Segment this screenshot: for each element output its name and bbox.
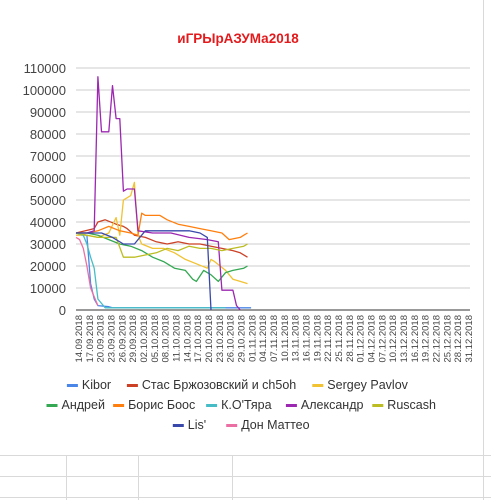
x-tick-label: 25.11.2018 <box>334 315 345 362</box>
y-tick-label: 0 <box>59 303 66 318</box>
y-tick-label: 100000 <box>23 83 66 98</box>
legend-label: К.О'Тяра <box>221 398 272 412</box>
x-tick-label: 17.10.2018 <box>193 315 204 363</box>
y-axis-tick-labels: 0 10000 20000 30000 40000 50000 60000 70000 8000… <box>23 61 66 318</box>
x-tick-label: 22.12.2018 <box>432 315 443 363</box>
x-tick-label: 07.11.2018 <box>269 315 280 362</box>
y-tick-label: 70000 <box>30 149 66 164</box>
x-tick-label: 14.09.2018 <box>74 315 85 363</box>
x-tick-label: 05.10.2018 <box>150 315 161 363</box>
x-tick-label: 04.11.2018 <box>258 315 269 362</box>
x-tick-label: 11.10.2018 <box>172 315 183 362</box>
legend-label: Дон Маттео <box>241 418 309 432</box>
x-tick-label: 22.11.2018 <box>323 315 334 362</box>
legend-label: Борис Боос <box>128 398 195 412</box>
legend-swatch <box>312 384 324 387</box>
series-line <box>76 181 248 285</box>
y-tick-label: 50000 <box>30 193 66 208</box>
x-tick-label: 16.12.2018 <box>410 315 421 363</box>
x-tick-label: 23.10.2018 <box>215 315 226 363</box>
x-tick-label: 29.09.2018 <box>128 315 139 363</box>
x-tick-label: 16.11.2018 <box>302 315 313 362</box>
legend: Kibor Стас Бржозовский и ch5oh Sergey Pavl… <box>46 378 436 432</box>
line-chart: 0 10000 20000 30000 40000 50000 60000 70000 8000… <box>23 31 475 432</box>
chart-title: иГРЫрАЗУМа2018 <box>177 31 299 46</box>
series-line <box>76 212 248 241</box>
x-tick-label: 07.12.2018 <box>377 315 388 363</box>
y-tick-label: 60000 <box>30 171 66 186</box>
x-tick-label: 13.11.2018 <box>291 315 302 362</box>
x-tick-label: 26.09.2018 <box>117 315 128 363</box>
legend-label: Андрей <box>62 398 105 412</box>
y-tick-label: 20000 <box>30 259 66 274</box>
legend-swatch <box>206 404 218 407</box>
series-line <box>75 232 248 258</box>
legend-label: Lis' <box>188 418 206 432</box>
x-tick-label: 13.12.2018 <box>399 315 410 363</box>
x-tick-label: 20.10.2018 <box>204 315 215 363</box>
x-tick-label: 14.10.2018 <box>182 315 193 363</box>
y-tick-label: 80000 <box>30 127 66 142</box>
chart-container[interactable]: 0 10000 20000 30000 40000 50000 60000 70000 8000… <box>0 0 491 455</box>
legend-swatch <box>372 404 384 407</box>
legend-label: Стас Бржозовский и ch5oh <box>142 378 296 392</box>
series-lines <box>75 76 252 311</box>
legend-swatch <box>126 384 138 387</box>
series-line <box>75 236 99 306</box>
x-tick-label: 29.10.2018 <box>237 315 248 363</box>
legend-label: Ruscash <box>387 398 436 412</box>
x-tick-label: 26.10.2018 <box>226 315 237 363</box>
x-tick-label: 02.10.2018 <box>139 315 150 363</box>
x-tick-label: 28.12.2018 <box>453 315 464 363</box>
x-tick-label: 19.11.2018 <box>312 315 323 362</box>
x-tick-label: 01.12.2018 <box>356 315 367 363</box>
legend-label: Kibor <box>82 378 111 392</box>
series-line <box>76 232 248 283</box>
y-tick-label: 90000 <box>30 105 66 120</box>
x-tick-label: 04.12.2018 <box>367 315 378 363</box>
x-axis-tick-labels: 14.09.2018 17.09.2018 20.09.2018 23.09.2018… <box>74 315 475 363</box>
series-line <box>76 230 212 311</box>
series-line <box>75 232 226 309</box>
legend-label: Александр <box>301 398 364 412</box>
legend-swatch <box>172 424 184 427</box>
legend-swatch <box>226 424 238 427</box>
x-tick-label: 28.11.2018 <box>345 315 356 362</box>
y-tick-label: 10000 <box>30 281 66 296</box>
x-tick-label: 10.11.2018 <box>280 315 291 362</box>
x-tick-label: 01.11.2018 <box>247 315 258 362</box>
x-tick-label: 17.09.2018 <box>85 315 96 363</box>
y-tick-label: 30000 <box>30 237 66 252</box>
legend-swatch <box>66 384 78 387</box>
x-tick-label: 20.09.2018 <box>96 315 107 363</box>
x-tick-label: 08.10.2018 <box>161 315 172 363</box>
y-tick-label: 40000 <box>30 215 66 230</box>
legend-label: Sergey Pavlov <box>327 378 408 392</box>
x-tick-label: 25.12.2018 <box>442 315 453 363</box>
x-tick-label: 31.12.2018 <box>464 315 475 363</box>
series-line <box>75 219 248 258</box>
y-tick-label: 110000 <box>24 61 66 76</box>
legend-swatch <box>113 404 125 407</box>
legend-swatch <box>285 404 297 407</box>
x-tick-label: 19.12.2018 <box>421 315 432 363</box>
series-line <box>76 76 241 311</box>
x-tick-label: 23.09.2018 <box>107 315 118 363</box>
x-tick-label: 10.12.2018 <box>388 315 399 363</box>
legend-swatch <box>46 404 58 407</box>
